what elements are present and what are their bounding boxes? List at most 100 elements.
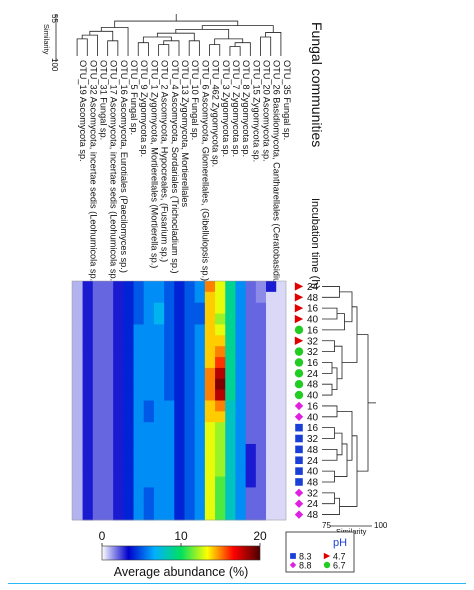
dendro-link (357, 334, 369, 472)
ph-marker-triangle (294, 282, 304, 291)
heatmap-cell (153, 367, 165, 380)
heatmap-cell (163, 281, 175, 293)
heatmap-cell (275, 465, 287, 477)
heatmap-cell (204, 509, 216, 521)
heatmap-cell (204, 367, 216, 380)
heatmap-cell (153, 357, 165, 369)
heatmap-cell (214, 443, 226, 456)
heatmap-cell (72, 465, 83, 477)
heatmap-cell (122, 465, 134, 477)
heatmap-cell (224, 313, 236, 325)
heatmap-cell (184, 476, 195, 488)
heatmap-cell (153, 281, 165, 293)
heatmap-cell (204, 281, 216, 293)
heatmap-cell (122, 367, 134, 380)
heatmap-cell (255, 476, 267, 488)
heatmap-cell (173, 357, 185, 369)
heatmap-cell (245, 487, 256, 499)
otu-label: OTU_19 Ascomycota sp. (78, 60, 88, 162)
similarity-tick: 75 (322, 521, 331, 530)
heatmap-cell (153, 324, 165, 336)
heatmap-cell (265, 454, 277, 467)
heatmap-cell (235, 487, 246, 499)
heatmap-cell (204, 346, 216, 358)
heatmap-cell (235, 422, 246, 434)
heatmap-cell (153, 389, 165, 401)
heatmap-cell (275, 367, 287, 380)
heatmap-cell (224, 443, 236, 456)
heatmap-cell (112, 357, 124, 369)
dendro-link (322, 362, 333, 374)
ph-marker-circle (294, 369, 304, 378)
heatmap-cell (275, 443, 287, 456)
heatmap-cell (265, 302, 277, 314)
dendro-link (332, 367, 338, 391)
dendro-link (81, 34, 98, 56)
heatmap-cell (194, 476, 205, 488)
heatmap-cell (275, 498, 287, 510)
incubation-time-label: 48 (307, 445, 319, 456)
heatmap-cell (184, 433, 195, 445)
heatmap-cell (255, 454, 267, 467)
heatmap-cell (173, 498, 185, 510)
otu-label: OTU_13 Zygomycota, Mortierellales (180, 60, 190, 207)
heatmap-cell (112, 454, 124, 467)
heatmap-cell (82, 498, 93, 510)
heatmap-cell (255, 411, 267, 423)
heatmap-cell (184, 509, 195, 521)
bottom-divider (8, 583, 466, 584)
heatmap-cell (173, 433, 185, 445)
heatmap-cell (122, 324, 134, 336)
heatmap-cell (214, 346, 226, 358)
heatmap-cell (245, 411, 256, 423)
heatmap-cell (235, 357, 246, 369)
heatmap-cell (204, 291, 216, 304)
heatmap-cell (112, 411, 124, 423)
heatmap-cell (82, 400, 93, 412)
heatmap-cell (102, 411, 114, 423)
heatmap-cell (214, 335, 226, 347)
heatmap-cell (173, 367, 185, 380)
heatmap-cell (102, 509, 114, 521)
heatmap-cell (82, 422, 93, 434)
heatmap-cell (92, 400, 103, 412)
heatmap-cell (102, 454, 114, 467)
heatmap-cell (265, 465, 277, 477)
ph-marker-circle (294, 358, 304, 367)
heatmap-cell (245, 454, 256, 467)
heatmap-cell (245, 281, 256, 293)
dendro-link (175, 29, 230, 39)
heatmap-cell (112, 335, 124, 347)
ph-legend-title: pH (333, 537, 347, 549)
sample-dendrogram: 75 100 Similarity (322, 286, 388, 536)
heatmap-cell (72, 498, 83, 510)
otu-label: OTU_26 Basidiomycota, Cantharellales (Ce… (272, 60, 282, 309)
heatmap-cell (194, 443, 205, 456)
heatmap-cell (163, 302, 175, 314)
ph-marker-triangle (294, 293, 304, 302)
heatmap-cell (143, 389, 154, 401)
heatmap-cell (184, 465, 195, 477)
incubation-time-title: Incubation time (h) (309, 198, 321, 289)
ph-marker-diamond (294, 488, 304, 498)
colorbar-tick-label: 20 (253, 529, 267, 543)
heatmap-cell (163, 367, 175, 380)
heatmap-cell (184, 302, 195, 314)
heatmap-cell (122, 498, 134, 510)
heatmap-cell (112, 389, 124, 401)
heatmap-cell (204, 454, 216, 467)
heatmap-cell (122, 346, 134, 358)
heatmap-cell (224, 367, 236, 380)
heatmap-cell (245, 498, 256, 510)
heatmap-cell (255, 313, 267, 325)
otu-label: OTU_7 Zygomycota sp. (231, 60, 241, 157)
heatmap-cell (102, 367, 114, 380)
heatmap-cell (72, 411, 83, 423)
colorbar: 0 10 20 Average abundance (%) (99, 529, 267, 579)
heatmap-cell (255, 281, 267, 293)
heatmap-cell (72, 378, 83, 391)
heatmap-cell (224, 302, 236, 314)
heatmap-cell (92, 302, 103, 314)
heatmap-cell (153, 498, 165, 510)
heatmap-cell (72, 509, 83, 521)
